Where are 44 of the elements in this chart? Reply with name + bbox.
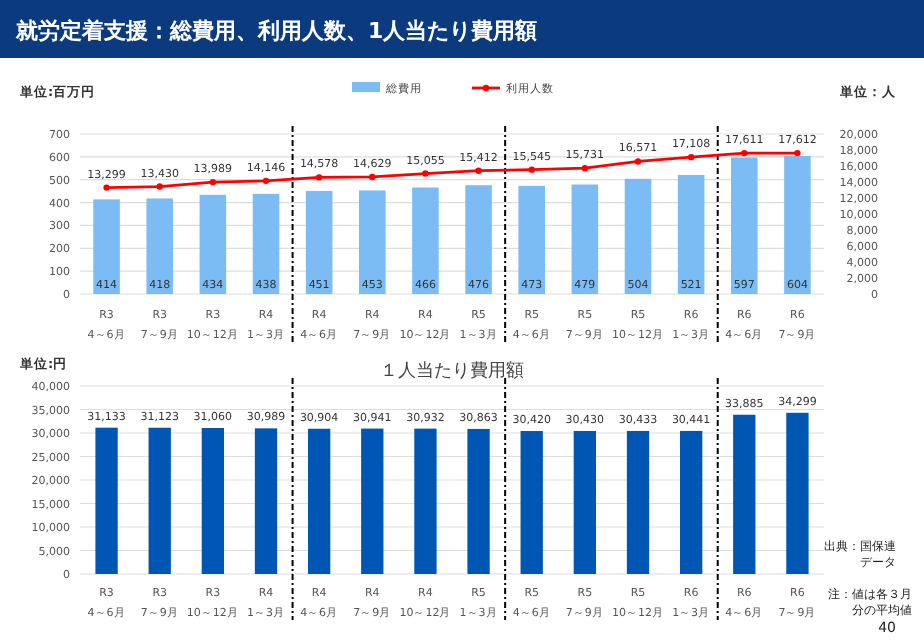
point bbox=[422, 170, 429, 177]
bar bbox=[784, 155, 811, 294]
bar bbox=[93, 199, 120, 294]
bar bbox=[95, 427, 118, 574]
bar bbox=[201, 428, 225, 574]
bar bbox=[414, 428, 437, 574]
bar bbox=[146, 198, 173, 294]
point bbox=[687, 153, 695, 161]
bar bbox=[626, 430, 650, 574]
chart-title: １人当たり費用額 bbox=[380, 360, 524, 382]
bar bbox=[307, 428, 331, 574]
point bbox=[581, 164, 589, 172]
bar bbox=[199, 194, 227, 294]
point bbox=[156, 183, 163, 190]
point bbox=[741, 149, 748, 157]
point bbox=[315, 174, 323, 181]
bar bbox=[361, 428, 384, 574]
point bbox=[209, 178, 217, 186]
bar bbox=[573, 430, 597, 574]
bar bbox=[786, 412, 809, 574]
bar bbox=[679, 430, 703, 574]
bar bbox=[520, 431, 543, 574]
bar bbox=[254, 428, 278, 574]
point bbox=[634, 158, 642, 165]
bar bbox=[465, 185, 492, 294]
bar bbox=[731, 157, 758, 294]
point bbox=[262, 177, 270, 185]
point bbox=[794, 149, 801, 157]
bar bbox=[467, 428, 490, 574]
bar bbox=[571, 184, 599, 294]
chart-title: 就労定着支援：総費用、利用人数、1人当たり費用額 bbox=[14, 18, 538, 44]
point bbox=[475, 167, 482, 174]
bar bbox=[359, 190, 386, 294]
bar bbox=[624, 178, 652, 294]
bar bbox=[518, 185, 545, 294]
bar bbox=[148, 427, 171, 574]
bar bbox=[305, 190, 333, 294]
point bbox=[103, 184, 110, 191]
bar bbox=[677, 174, 705, 294]
bar bbox=[252, 193, 280, 294]
bar bbox=[733, 414, 756, 574]
bar bbox=[412, 187, 439, 294]
point bbox=[369, 173, 376, 181]
point bbox=[528, 166, 535, 173]
